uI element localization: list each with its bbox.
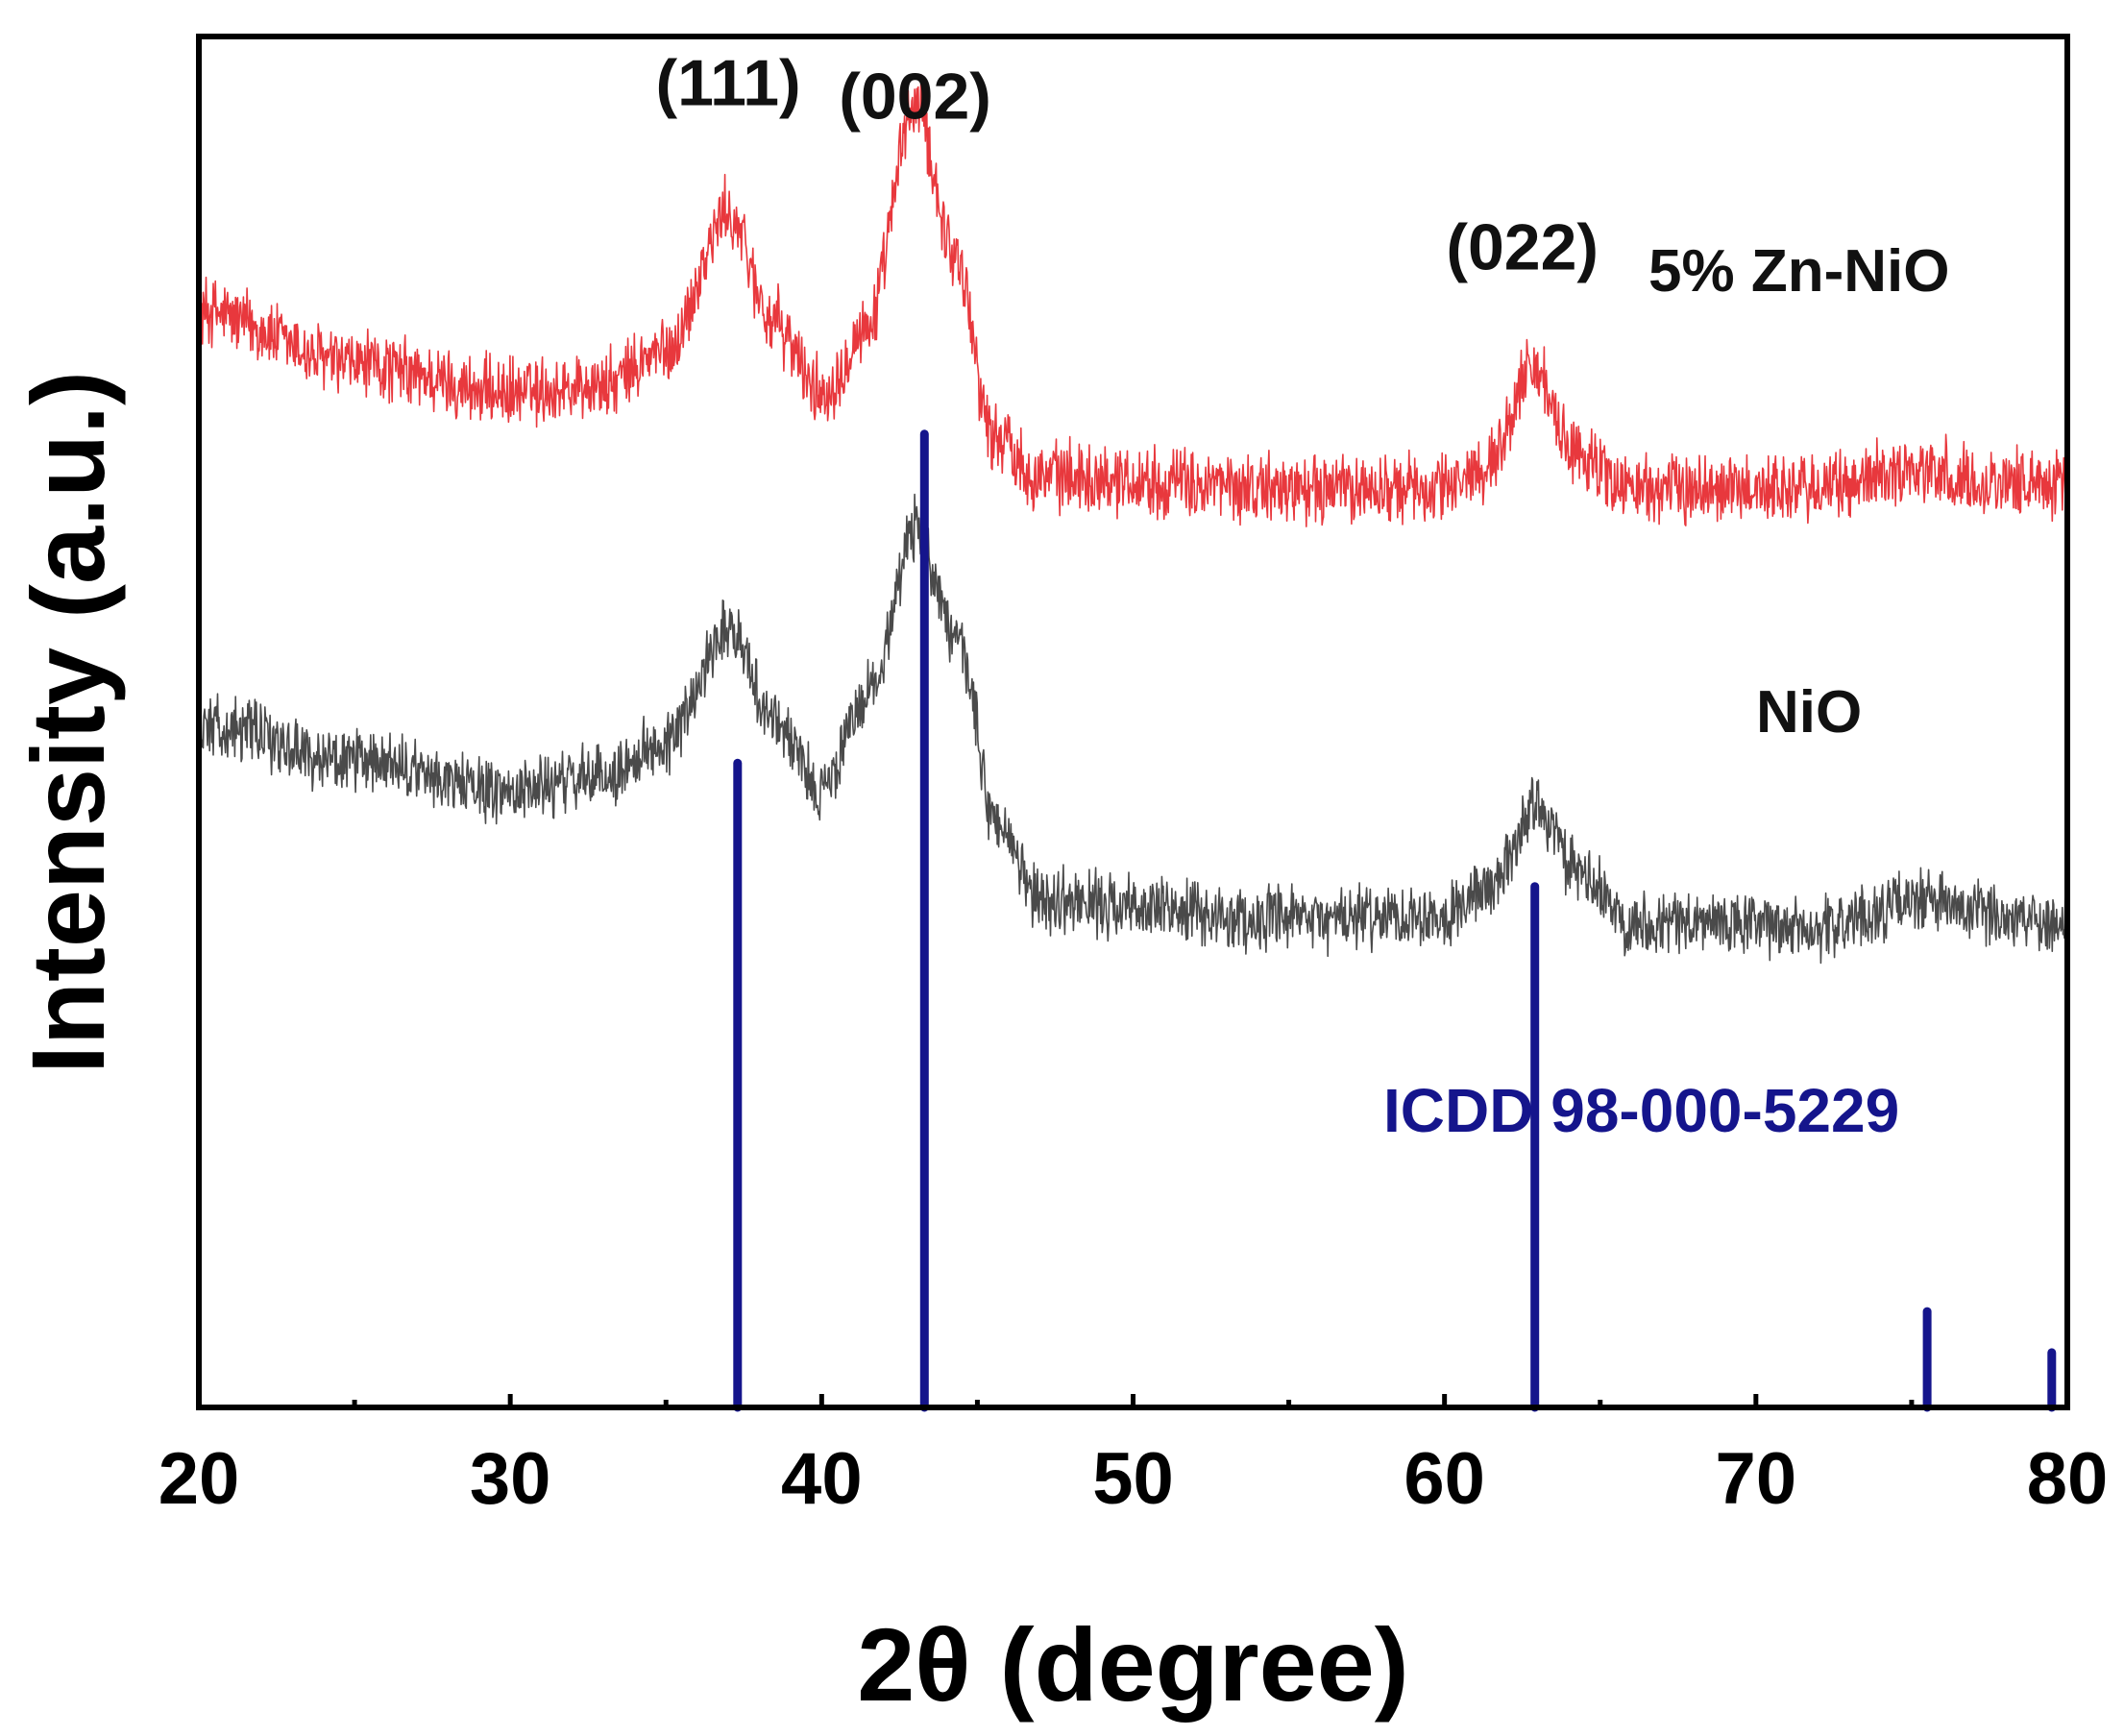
x-tick-label: 20 — [159, 1438, 240, 1520]
x-tick-label: 40 — [781, 1438, 863, 1520]
x-tick-label: 60 — [1404, 1438, 1485, 1520]
x-axis-label: 2θ (degree) — [857, 1606, 1409, 1723]
x-tick-label: 80 — [2027, 1438, 2109, 1520]
x-tick-label: 50 — [1092, 1438, 1174, 1520]
series-layer — [198, 74, 2068, 965]
series-line-nio — [198, 493, 2068, 965]
series-label-nio: NiO — [1756, 679, 1862, 746]
reference-layer — [733, 429, 2057, 1412]
series-label-zn-nio: 5% Zn-NiO — [1648, 238, 1949, 305]
peak-annotations: (111) (002) (022) — [655, 46, 1599, 283]
series-line-zn-nio — [198, 74, 2068, 527]
peak-annotation: (022) — [1446, 211, 1599, 284]
peak-annotation: (111) — [655, 46, 800, 119]
x-tick-label: 30 — [470, 1438, 551, 1520]
series-labels: 5% Zn-NiO NiO ICDD 98-000-5229 — [1383, 238, 1949, 1145]
x-axis-ticks: 20 30 40 50 60 70 80 — [159, 1394, 2109, 1520]
y-axis-label: Intensity (a.u.) — [10, 371, 126, 1074]
peak-annotation: (002) — [839, 61, 991, 134]
x-tick-label: 70 — [1716, 1438, 1797, 1520]
reference-label: ICDD 98-000-5229 — [1383, 1076, 1899, 1145]
